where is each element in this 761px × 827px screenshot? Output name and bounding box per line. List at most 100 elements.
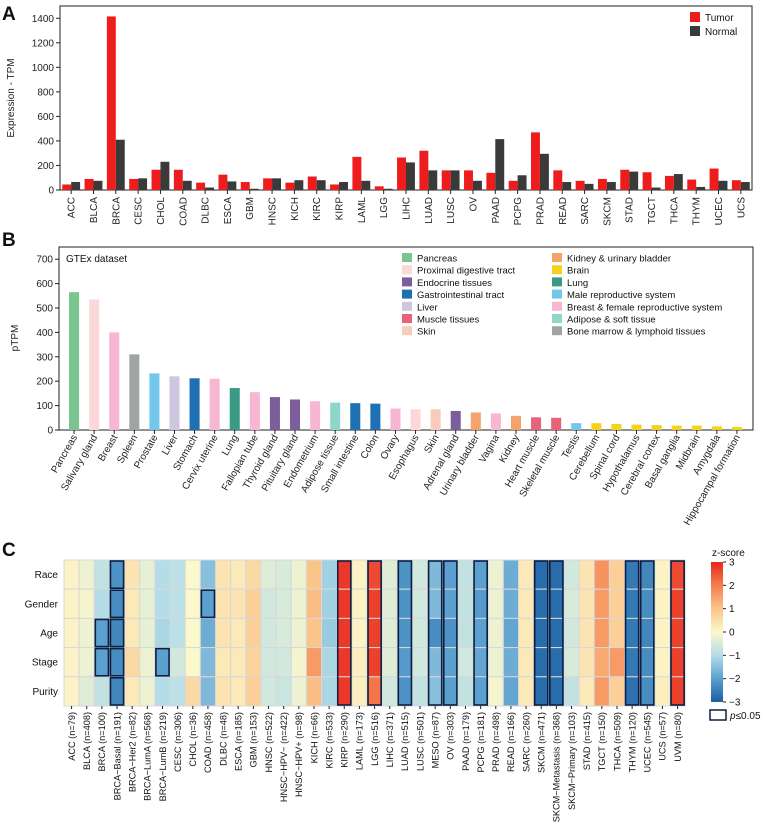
heatmap-cell <box>548 559 565 590</box>
colorbar-tick-label: 1 <box>729 604 735 615</box>
heatmap-cell <box>608 676 626 707</box>
y-tick-label: 200 <box>36 377 53 388</box>
legend-label-bone: Bone marrow & lymphoid tissues <box>567 327 706 338</box>
heatmap-cell <box>351 588 368 619</box>
heatmap-cell <box>351 676 368 707</box>
bar-normal-kirc <box>316 180 326 190</box>
bar-breast <box>109 332 120 430</box>
heatmap-column-label: LIHC (n=371) <box>385 712 395 767</box>
heatmap-cell <box>78 617 95 649</box>
legend-label-pancreas: Pancreas <box>417 254 457 265</box>
y-tick-label: 200 <box>37 161 54 172</box>
heatmap-cell <box>396 588 413 619</box>
bar-salivary-gland <box>89 299 100 430</box>
heatmap-cell <box>427 676 444 707</box>
bar-tumor-tgct <box>642 172 652 190</box>
bar-tumor-ov <box>464 170 473 190</box>
heatmap-cell <box>487 647 504 678</box>
heatmap-cell <box>563 588 580 619</box>
heatmap-cell <box>93 676 110 707</box>
heatmap-cell <box>608 588 626 619</box>
heatmap-cell <box>472 647 489 678</box>
heatmap-cell <box>624 588 641 619</box>
heatmap-cell <box>427 617 444 649</box>
heatmap-column-label: SKCM−Metastasis (n=368) <box>552 712 562 822</box>
bar-normal-ucec <box>718 180 728 190</box>
heatmap-column-label: UVM (n=80) <box>673 712 683 762</box>
heatmap-cell <box>215 588 232 619</box>
heatmap-cell <box>487 617 504 649</box>
bar-normal-esca <box>227 181 237 190</box>
bar-normal-sarc <box>584 183 594 190</box>
bar-normal-gbm <box>249 188 259 190</box>
heatmap-cell <box>654 676 671 707</box>
significance-box <box>94 618 110 648</box>
heatmap-column-label: LUSC (n=501) <box>415 712 425 771</box>
heatmap-column-label: BRCA−LumB (n=219) <box>158 712 168 801</box>
heatmap-cell <box>230 617 247 649</box>
bar-tumor-kirp <box>330 184 340 190</box>
heatmap-cell <box>139 588 156 619</box>
bar-normal-prad <box>539 153 549 190</box>
heatmap-column-label: STAD (n=415) <box>582 712 592 770</box>
heatmap-cell <box>381 588 398 619</box>
heatmap-cell <box>275 588 292 619</box>
heatmap-cell <box>669 617 686 649</box>
legend-label-muscle: Muscle tissues <box>417 315 480 326</box>
significance-box <box>427 560 443 706</box>
heatmap-cell <box>199 617 217 649</box>
bar-tumor-dlbc <box>196 182 206 190</box>
heatmap-column-label: OV (n=303) <box>446 712 456 760</box>
x-tick-label: COAD <box>178 197 189 226</box>
x-tick-label: KIRC <box>312 197 323 221</box>
bar-tumor-cesc <box>129 178 139 190</box>
heatmap-cell <box>624 647 641 678</box>
bar-testis <box>571 423 582 430</box>
bar-normal-pcpg <box>517 175 527 190</box>
legend-swatch-bone <box>552 326 562 336</box>
bar-tumor-lgg <box>374 186 384 190</box>
heatmap-column-label: CHOL (n=36) <box>188 712 198 767</box>
heatmap-cell <box>669 647 686 678</box>
heatmap-cell <box>139 617 156 649</box>
heatmap-cell <box>78 588 95 619</box>
bar-tumor-kich <box>285 182 295 190</box>
legend-swatch-male <box>552 289 562 299</box>
significance-legend: p≤0.05 <box>709 709 761 722</box>
heatmap-cell <box>487 588 504 619</box>
heatmap-cell <box>518 647 535 678</box>
bar-small-intestine <box>350 403 361 430</box>
heatmap-cell <box>639 676 656 707</box>
legend-swatch-endo <box>402 277 412 287</box>
heatmap-cell <box>593 588 610 619</box>
y-tick-label: 400 <box>36 328 53 339</box>
legend-label-breast: Breast & female reproductive system <box>567 302 722 313</box>
x-tick-label: LGG <box>379 197 390 218</box>
heatmap-cell <box>639 617 656 649</box>
heatmap-cell <box>487 676 504 707</box>
heatmap-cell <box>260 617 277 649</box>
heatmap-cell <box>290 559 307 590</box>
heatmap-cell <box>381 676 398 707</box>
heatmap-cell <box>275 676 292 707</box>
bar-midbrain <box>691 425 702 430</box>
heatmap-cell <box>518 676 535 707</box>
heatmap-cell <box>63 647 80 678</box>
x-tick-label: THCA <box>669 197 680 225</box>
bar-tumor-sarc <box>575 180 585 190</box>
heatmap-cell <box>654 647 671 678</box>
significance-box <box>473 560 488 706</box>
heatmap-column-label: SKCM−Primary (n=103) <box>567 712 577 810</box>
heatmap-column-label: READ (n=166) <box>506 712 516 772</box>
x-tick-label: SKCM <box>602 197 613 226</box>
heatmap-column-label: PRAD (n=498) <box>491 712 501 772</box>
panel-a-chart: Expression - TPM 0 200 400 600 800 1000 1200 14… <box>6 5 753 226</box>
heatmap-cell <box>260 588 277 619</box>
legend-label-endo: Endocrine tissues <box>417 278 492 289</box>
bar-heart-muscle <box>531 417 542 430</box>
heatmap-cell <box>654 617 671 649</box>
heatmap-cell <box>578 676 595 707</box>
x-tick-label: THYM <box>692 197 703 225</box>
bar-colon <box>370 403 381 430</box>
heatmap-cell <box>563 676 580 707</box>
